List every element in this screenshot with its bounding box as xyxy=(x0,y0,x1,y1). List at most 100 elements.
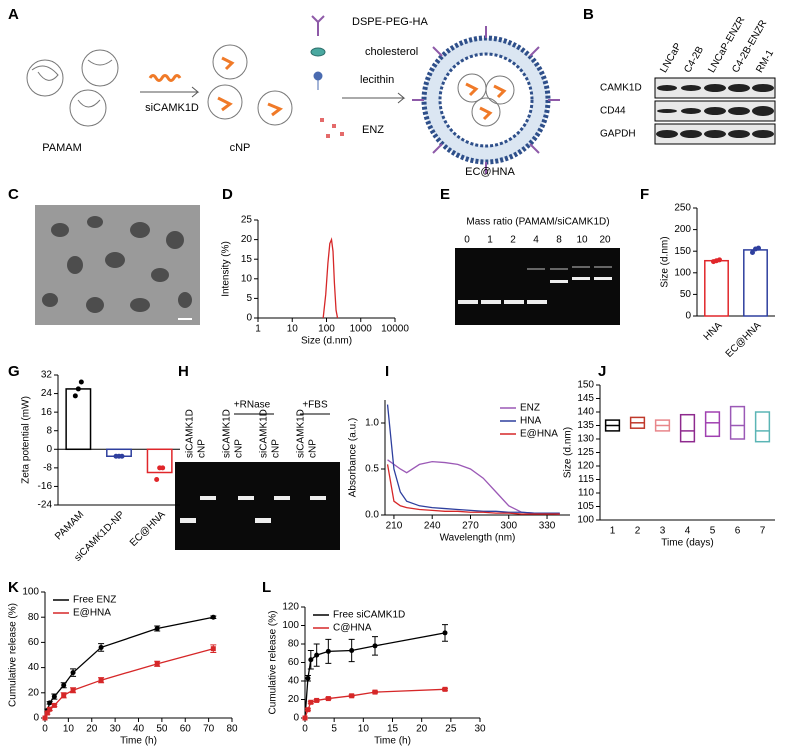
y-tick-label: 130 xyxy=(577,434,594,445)
data-point xyxy=(75,386,81,392)
x-tick-label: 20 xyxy=(416,724,428,735)
tem-image xyxy=(35,205,200,325)
panel-label: L xyxy=(262,579,271,596)
y-tick-label: 20 xyxy=(288,694,300,705)
y-tick-label: 250 xyxy=(674,203,691,214)
x-tick-label: 100 xyxy=(318,324,335,335)
panel-label: B xyxy=(583,6,594,23)
marker xyxy=(98,644,104,650)
legend-label: HNA xyxy=(520,416,541,427)
x-tick-label: 1 xyxy=(610,526,616,537)
marker xyxy=(47,706,53,712)
lane-label: 4 xyxy=(533,235,539,246)
blot-label: CD44 xyxy=(600,106,626,117)
legend-label: Free ENZ xyxy=(73,595,116,606)
marker xyxy=(372,689,378,695)
panel-label: E xyxy=(440,186,450,203)
schematic-label: DSPE-PEG-HA xyxy=(352,16,428,28)
line xyxy=(387,459,560,515)
data-point xyxy=(717,257,722,263)
y-tick-label: 0 xyxy=(246,313,252,324)
marker xyxy=(305,675,311,681)
data-point xyxy=(756,245,761,251)
x-tick-label: 10 xyxy=(358,724,370,735)
x-axis-label: Size (d.nm) xyxy=(301,336,352,347)
chart: 0.0 0.5 1.0 210 240 270 300 330 Absorbance (a.u.… xyxy=(348,400,570,544)
y-tick-label: 100 xyxy=(674,267,691,278)
line xyxy=(44,648,214,719)
x-tick-label: 4 xyxy=(685,526,691,537)
schematic-label: lecithin xyxy=(360,74,394,86)
line xyxy=(386,464,560,515)
y-tick-label: 60 xyxy=(288,657,300,668)
line xyxy=(322,237,339,319)
group-label: +FBS xyxy=(302,400,328,411)
schematic-label: PAMAM xyxy=(42,142,82,154)
blot-label: GAPDH xyxy=(600,129,636,140)
y-tick-label: 200 xyxy=(674,224,691,235)
marker xyxy=(51,702,57,708)
x-tick-label: 30 xyxy=(474,724,486,735)
y-tick-label: -24 xyxy=(38,500,53,511)
lane-label: cNP xyxy=(271,439,282,458)
data-point xyxy=(154,476,160,482)
data-point xyxy=(72,393,78,399)
x-tick-label: 1000 xyxy=(350,324,373,335)
y-tick-label: 0 xyxy=(685,311,691,322)
x-tick-label: 5 xyxy=(331,724,337,735)
y-axis-label: Size (d.nm) xyxy=(563,427,574,478)
x-tick-label: 330 xyxy=(539,521,556,532)
lane-label: siCAMK1D xyxy=(296,409,307,458)
legend-label: E@HNA xyxy=(520,429,558,440)
y-tick-label: 20 xyxy=(28,687,40,698)
x-tick-label: 2 xyxy=(635,526,641,537)
y-tick-label: 80 xyxy=(28,612,40,623)
x-tick-label: 300 xyxy=(500,521,517,532)
x-tick-label: EC@HNA xyxy=(724,320,764,360)
y-tick-label: 8 xyxy=(46,425,52,436)
x-tick-label: 5 xyxy=(710,526,716,537)
y-tick-label: 150 xyxy=(674,246,691,257)
blot-label: CAMK1D xyxy=(600,83,642,94)
legend-label: ENZ xyxy=(520,403,540,414)
x-tick-label: 270 xyxy=(462,521,479,532)
marker xyxy=(349,693,355,699)
marker xyxy=(44,710,50,716)
y-tick-label: 125 xyxy=(577,447,594,458)
data-point xyxy=(160,465,166,471)
marker xyxy=(210,646,216,652)
y-tick-label: 16 xyxy=(41,407,53,418)
y-tick-label: 0 xyxy=(33,713,39,724)
y-tick-label: 100 xyxy=(577,515,594,526)
lane-label: cNP xyxy=(234,439,245,458)
marker xyxy=(42,715,48,721)
marker xyxy=(442,686,448,692)
lane-label: 10 xyxy=(576,235,588,246)
x-tick-label: 1 xyxy=(255,324,261,335)
data-point xyxy=(78,379,84,385)
x-tick-label: 15 xyxy=(387,724,399,735)
x-tick-label: 7 xyxy=(760,526,766,537)
box xyxy=(679,413,696,443)
marker xyxy=(314,652,320,658)
panel-a-art xyxy=(26,15,560,174)
schematic-label: cNP xyxy=(230,142,251,154)
marker xyxy=(154,661,160,667)
x-tick-label: 0 xyxy=(42,724,48,735)
marker xyxy=(308,699,314,705)
y-axis-label: Absorbance (a.u.) xyxy=(348,418,359,498)
y-tick-label: 145 xyxy=(577,393,594,404)
y-tick-label: 0 xyxy=(46,444,52,455)
bar xyxy=(704,259,729,317)
gel-e xyxy=(455,248,620,325)
marker xyxy=(154,626,160,632)
schematic-label: ENZ xyxy=(362,124,384,136)
y-tick-label: 0.5 xyxy=(365,464,379,475)
data-point xyxy=(750,249,755,255)
line xyxy=(44,616,214,719)
x-tick-label: PAMAM xyxy=(53,509,86,542)
lane-label: cNP xyxy=(197,439,208,458)
schematic-label: cholesterol xyxy=(365,46,418,58)
